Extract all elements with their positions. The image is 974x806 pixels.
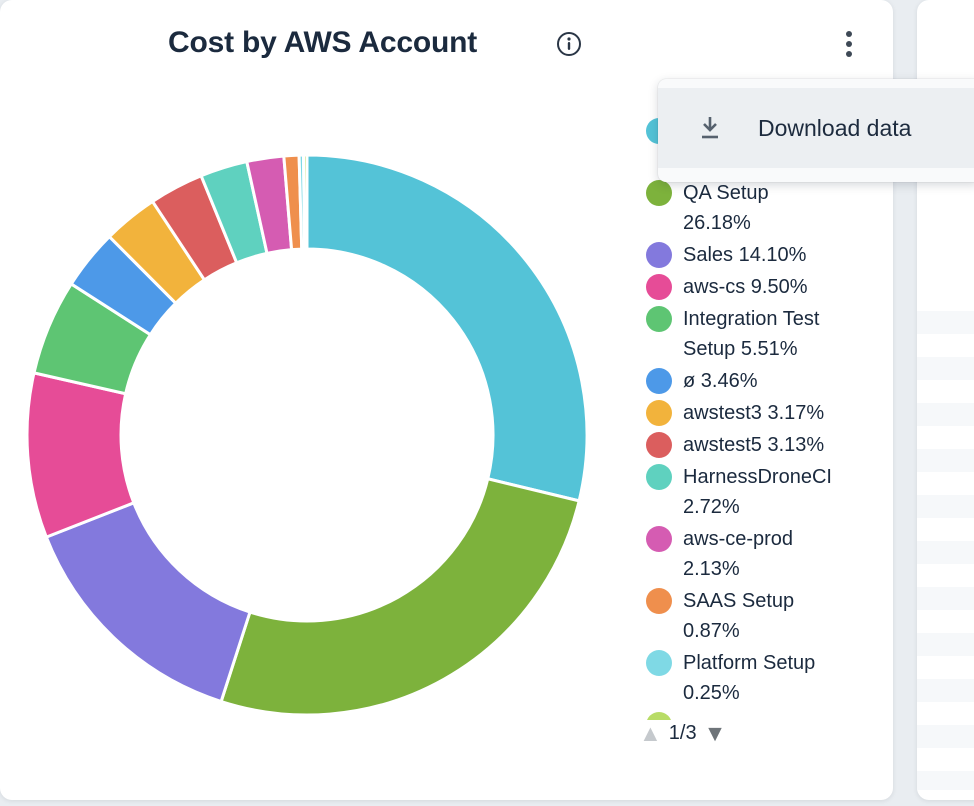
kebab-dot [846, 51, 852, 57]
legend-label: awstest5 3.13% [683, 434, 825, 456]
kebab-dot [846, 31, 852, 37]
legend-dot [646, 400, 672, 426]
legend-pagination: ▲ 1/3 ▼ [639, 722, 726, 745]
legend-item[interactable]: aws-cs 9.50% [646, 272, 882, 302]
legend-dot [646, 274, 672, 300]
legend-item[interactable]: ø 3.46% [646, 366, 882, 396]
legend-item[interactable]: Integration Test Setup 5.51% [646, 304, 882, 364]
pie-slice[interactable] [219, 476, 581, 717]
legend-label [683, 710, 865, 720]
legend-item[interactable]: Platform Setup 0.25% [646, 648, 882, 708]
legend-page-indicator: 1/3 [668, 722, 697, 744]
legend-label: SAAS Setup 0.87% [683, 590, 795, 642]
legend-label: Sales 14.10% [683, 244, 807, 266]
legend-label: HarnessDroneCI 2.72% [683, 466, 832, 518]
pie-slice[interactable] [305, 153, 589, 503]
download-data-label: Download data [758, 114, 912, 141]
legend-item[interactable]: HarnessDroneCI 2.72% [646, 462, 882, 522]
legend-dot [646, 180, 672, 206]
legend-dot [646, 368, 672, 394]
legend-dot [646, 464, 672, 490]
legend-dot [646, 432, 672, 458]
more-options-menu: Download data [658, 79, 974, 182]
pie-slice[interactable] [301, 153, 309, 251]
adjacent-panel-rows [917, 288, 974, 790]
legend-item[interactable]: awstest3 3.17% [646, 398, 882, 428]
legend-label: ø 3.46% [683, 370, 758, 392]
legend-label: aws-ce-prod 2.13% [683, 528, 794, 580]
legend-dot [646, 588, 672, 614]
legend-item[interactable]: aws-ce-prod 2.13% [646, 524, 882, 584]
more-options-button[interactable] [839, 27, 859, 61]
legend-dot [646, 650, 672, 676]
kebab-dot [846, 41, 852, 47]
legend-label: awstest3 3.17% [683, 402, 825, 424]
legend-page-down-button[interactable]: ▼ [703, 720, 727, 746]
legend-label: Integration Test Setup 5.51% [683, 308, 820, 360]
legend-dot [646, 712, 672, 720]
legend-dot [646, 242, 672, 268]
legend-dot [646, 306, 672, 332]
page-title: Cost by AWS Account [168, 26, 477, 59]
legend-label: QA Setup 26.18% [683, 182, 769, 234]
donut-chart [25, 153, 589, 717]
legend-label: Platform Setup 0.25% [683, 652, 816, 704]
legend-dot [646, 526, 672, 552]
legend-item[interactable] [646, 710, 882, 720]
pie-slice[interactable] [44, 500, 252, 704]
legend-item[interactable]: SAAS Setup 0.87% [646, 586, 882, 646]
legend-item[interactable]: QA Setup 26.18% [646, 178, 882, 238]
chart-legend: QA Setup 26.18% Sales 14.10% aws-cs 9.50% In… [646, 116, 882, 720]
download-data-menu-item[interactable]: Download data [658, 88, 974, 168]
legend-item[interactable]: Sales 14.10% [646, 240, 882, 270]
legend-item[interactable]: awstest5 3.13% [646, 430, 882, 460]
legend-label: aws-cs 9.50% [683, 276, 808, 298]
download-icon [702, 117, 718, 139]
info-icon[interactable] [556, 31, 582, 57]
legend-page-up-button[interactable]: ▲ [639, 720, 662, 746]
